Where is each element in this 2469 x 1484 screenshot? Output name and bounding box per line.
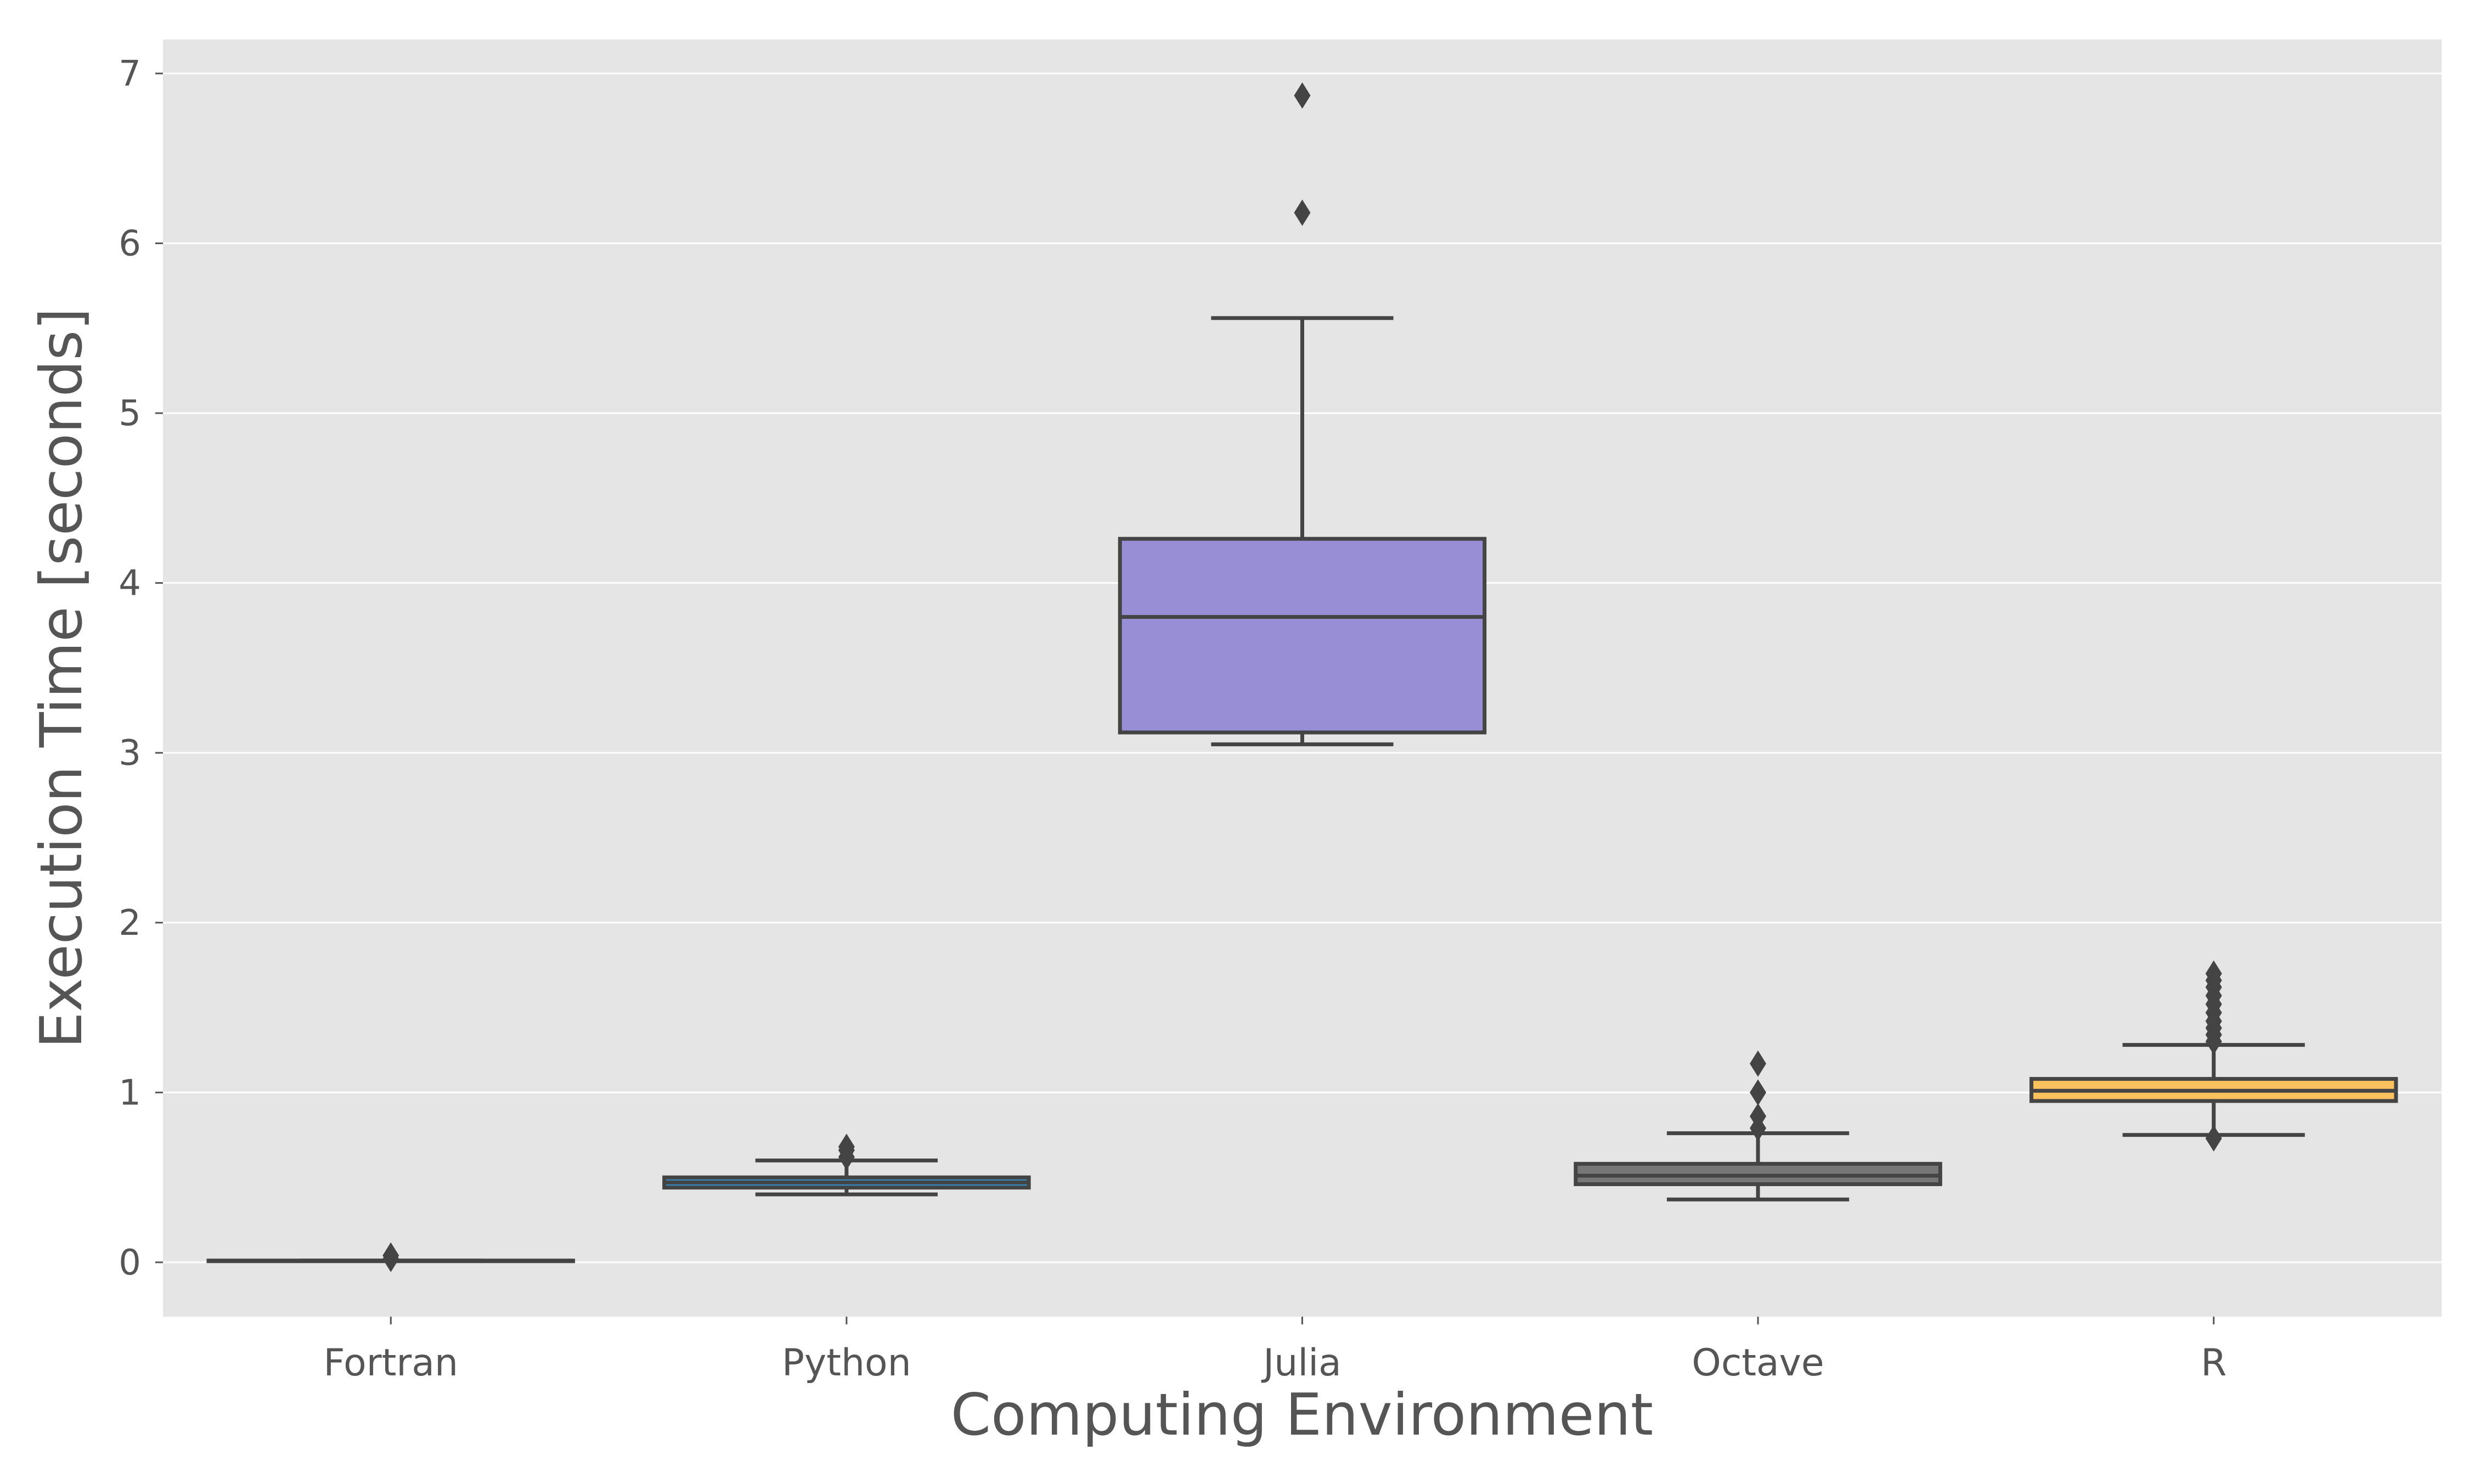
outlier-point <box>382 1245 399 1272</box>
outlier-point <box>2205 960 2222 987</box>
y-axis-label: Execution Time [seconds] <box>28 308 95 1048</box>
x-tick-label: Octave <box>1692 1341 1824 1385</box>
iqr-box <box>1118 537 1487 735</box>
outlier-point <box>838 1133 855 1160</box>
x-tick-label: Python <box>782 1341 911 1385</box>
y-tick-label: 2 <box>119 903 141 944</box>
outlier-point <box>1294 199 1311 226</box>
y-tick-label: 7 <box>119 54 141 94</box>
outlier-point <box>1750 1050 1767 1077</box>
outlier-point <box>2205 1125 2222 1152</box>
outlier-point <box>1750 1079 1767 1106</box>
box-group-python <box>662 1133 1031 1197</box>
boxes <box>206 82 2398 1272</box>
y-axis-ticks: 0 1 2 3 4 5 6 7 <box>119 54 163 1283</box>
y-tick-label: 1 <box>119 1073 141 1113</box>
y-tick-label: 0 <box>119 1243 141 1283</box>
x-tick-label: R <box>2201 1341 2226 1385</box>
box-group-octave <box>1574 1050 1942 1201</box>
x-tick-label: Fortran <box>323 1341 458 1385</box>
x-axis-ticks: Fortran Python Julia Octave R <box>323 1317 2226 1385</box>
y-tick-label: 3 <box>119 733 141 774</box>
y-tick-label: 6 <box>119 223 141 264</box>
box-group-julia <box>1118 82 1487 747</box>
box-group-fortran <box>206 1242 576 1272</box>
y-tick-label: 4 <box>119 563 141 604</box>
x-tick-label: Julia <box>1261 1341 1341 1385</box>
outlier-point <box>1294 82 1311 109</box>
x-axis-label: Computing Environment <box>951 1381 1653 1448</box>
outlier-point <box>1750 1103 1767 1130</box>
box-group-r <box>2029 960 2398 1152</box>
y-tick-label: 5 <box>119 393 141 434</box>
